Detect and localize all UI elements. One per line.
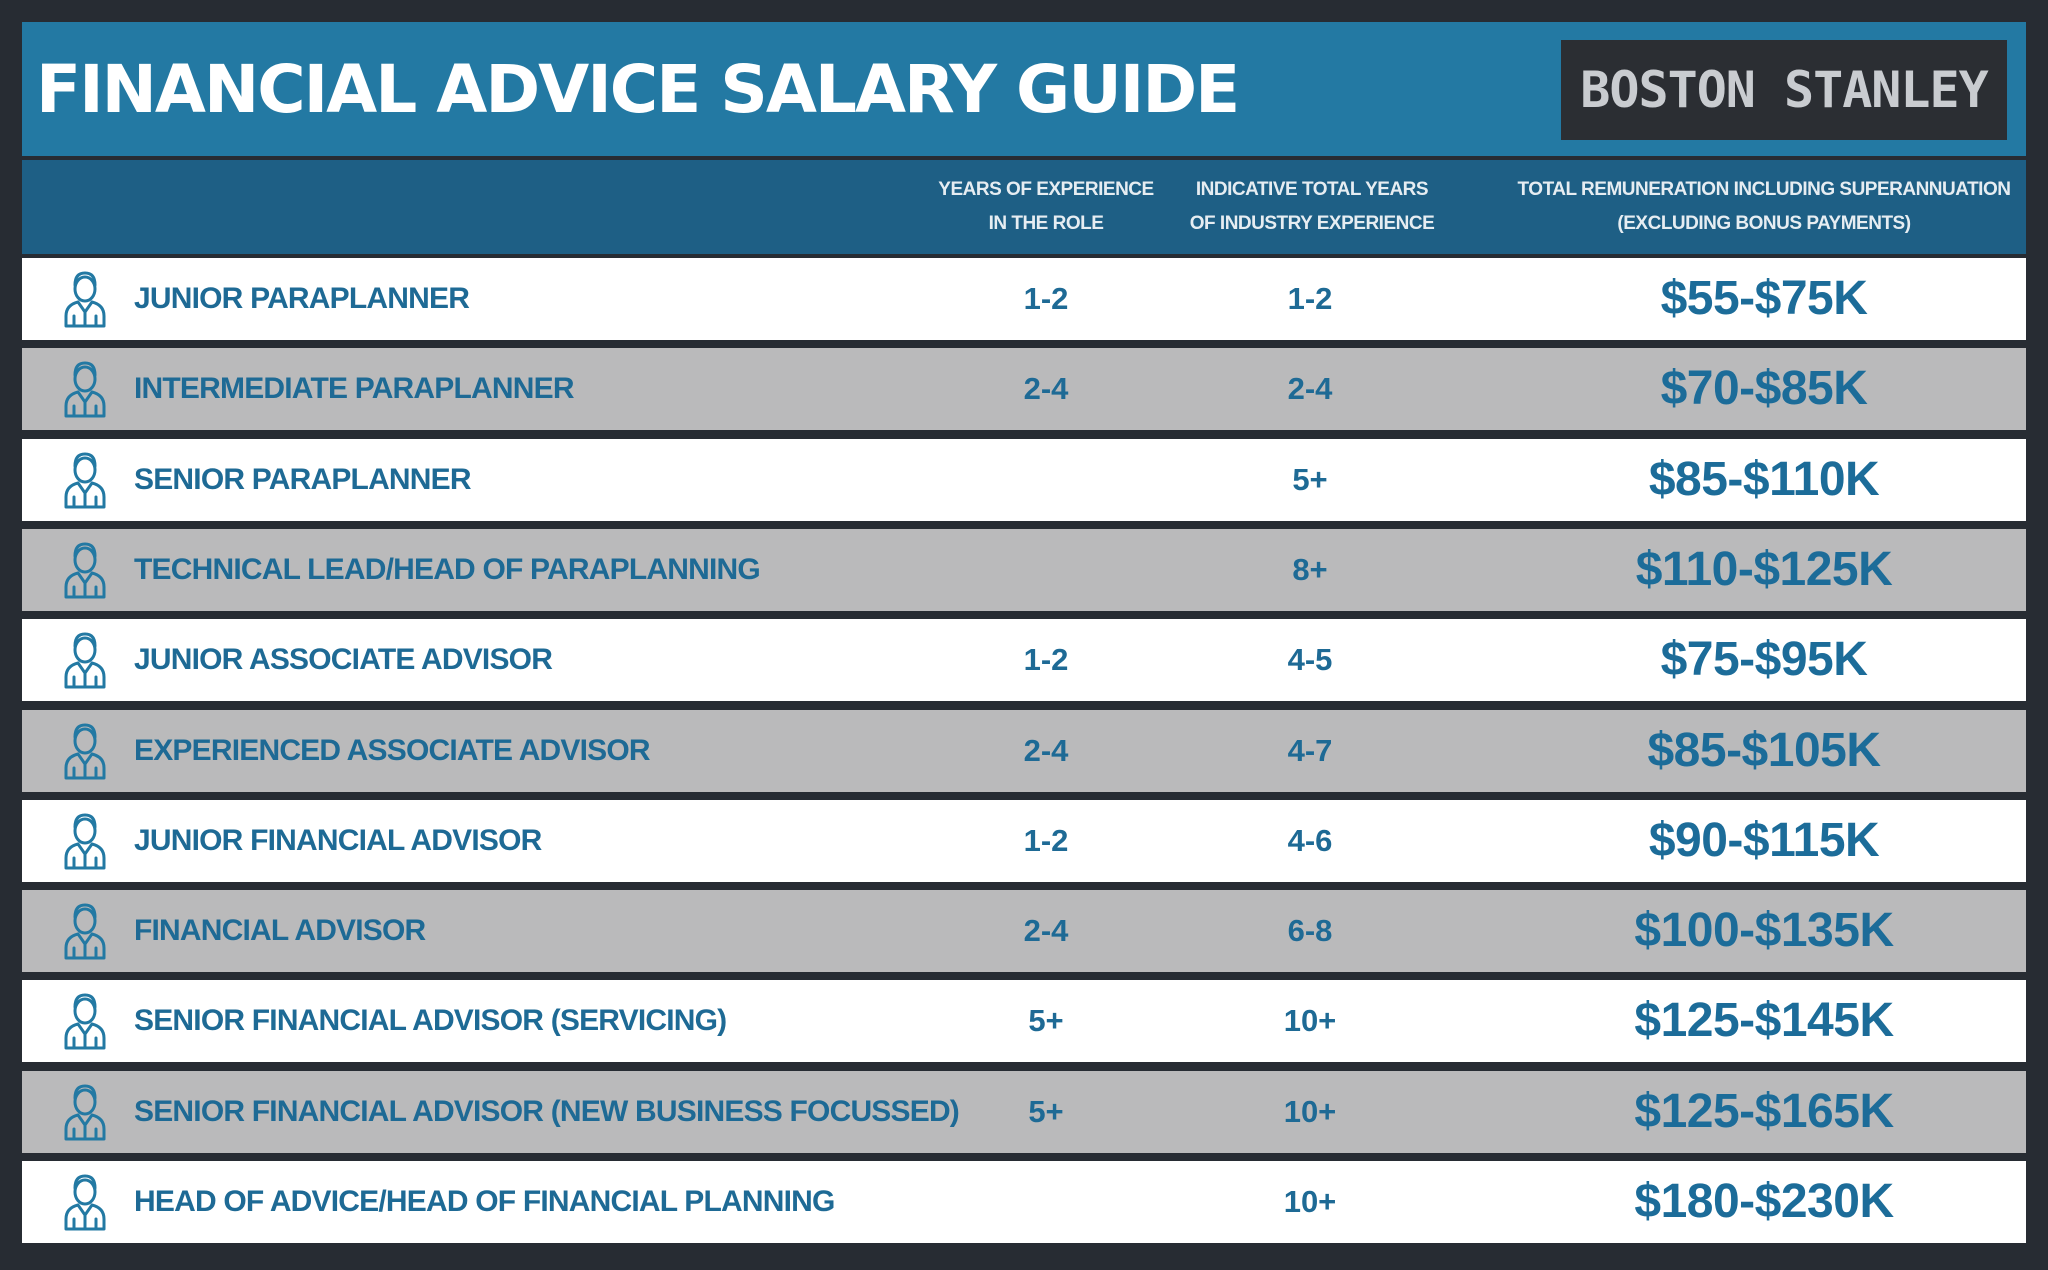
remuneration-cell: $55-$75K [1660,272,1868,325]
industry-years-cell: 10+ [1283,1184,1337,1219]
column-header-line: TOTAL REMUNERATION INCLUDING SUPERANNUAT… [1517,179,2011,200]
brand-logo-text: BOSTON STANLEY [1580,61,1988,119]
years-in-role-cell: 1-2 [1023,642,1069,677]
table-row: EXPERIENCED ASSOCIATE ADVISOR 2-4 4-7 $85-$… [22,710,2026,792]
table-row: JUNIOR FINANCIAL ADVISOR 1-2 4-6 $90-$115K [22,800,2026,882]
remuneration-cell: $85-$110K [1648,453,1880,506]
person-icon [62,270,108,328]
column-header-years-in-role: YEARS OF EXPERIENCE IN THE ROLE [918,160,1174,254]
role-title: TECHNICAL LEAD/HEAD OF PARAPLANNING [134,553,761,586]
person-icon [62,360,108,418]
column-header-remuneration: TOTAL REMUNERATION INCLUDING SUPERANNUAT… [1502,160,2026,254]
role-title: JUNIOR PARAPLANNER [134,282,470,315]
brand-logo: BOSTON STANLEY [1561,40,2007,140]
years-in-role-cell: 2-4 [1023,733,1069,768]
remuneration-cell: $100-$135K [1634,904,1894,957]
table-row: HEAD OF ADVICE/HEAD OF FINANCIAL PLANNIN… [22,1161,2026,1243]
title-banner: FINANCIAL ADVICE SALARY GUIDE BOSTON STA… [22,22,2026,156]
role-title: INTERMEDIATE PARAPLANNER [134,372,575,405]
table-row: SENIOR FINANCIAL ADVISOR (NEW BUSINESS F… [22,1071,2026,1153]
table-row: TECHNICAL LEAD/HEAD OF PARAPLANNING 8+ $11… [22,529,2026,611]
person-icon [62,1083,108,1141]
years-in-role-cell: 1-2 [1023,823,1069,858]
years-in-role-cell: 5+ [1028,1003,1064,1038]
role-title: SENIOR PARAPLANNER [134,463,472,496]
column-header-line: YEARS OF EXPERIENCE [938,179,1154,200]
industry-years-cell: 4-6 [1287,823,1333,858]
table-row: FINANCIAL ADVISOR 2-4 6-8 $100-$135K [22,890,2026,972]
table-row: SENIOR FINANCIAL ADVISOR (SERVICING) 5+ 10… [22,980,2026,1062]
role-title: JUNIOR ASSOCIATE ADVISOR [134,643,553,676]
column-header-industry-years: INDICATIVE TOTAL YEARS OF INDUSTRY EXPER… [1174,160,1450,254]
industry-years-cell: 4-5 [1287,642,1333,677]
industry-years-cell: 2-4 [1287,371,1333,406]
person-icon [62,992,108,1050]
years-in-role-cell: 1-2 [1023,281,1069,316]
table-header: YEARS OF EXPERIENCE IN THE ROLE INDICATI… [22,160,2026,254]
person-icon [62,902,108,960]
column-header-line: (EXCLUDING BONUS PAYMENTS) [1617,213,1911,234]
remuneration-cell: $75-$95K [1660,633,1868,686]
remuneration-cell: $85-$105K [1647,724,1881,777]
column-header-line: IN THE ROLE [988,213,1104,234]
person-icon [62,451,108,509]
salary-guide: FINANCIAL ADVICE SALARY GUIDE BOSTON STA… [22,22,2026,1248]
table-row: INTERMEDIATE PARAPLANNER 2-4 2-4 $70-$85K [22,348,2026,430]
remuneration-cell: $90-$115K [1648,814,1880,867]
industry-years-cell: 5+ [1292,462,1328,497]
industry-years-cell: 6-8 [1287,913,1333,948]
column-header-line: INDICATIVE TOTAL YEARS [1195,179,1429,200]
person-icon [62,812,108,870]
role-title: EXPERIENCED ASSOCIATE ADVISOR [134,734,651,767]
table-row: JUNIOR ASSOCIATE ADVISOR 1-2 4-5 $75-$95K [22,619,2026,701]
years-in-role-cell: 2-4 [1023,371,1069,406]
remuneration-cell: $70-$85K [1660,362,1868,415]
person-icon [62,631,108,689]
years-in-role-cell [988,1161,1104,1243]
role-title: JUNIOR FINANCIAL ADVISOR [134,824,542,857]
person-icon [62,1173,108,1231]
remuneration-cell: $125-$145K [1634,994,1894,1047]
years-in-role-cell [988,529,1104,611]
remuneration-cell: $125-$165K [1634,1085,1894,1138]
page-title: FINANCIAL ADVICE SALARY GUIDE [36,51,1240,128]
years-in-role-cell: 2-4 [1023,913,1069,948]
years-in-role-cell [988,439,1104,521]
industry-years-cell: 10+ [1283,1094,1337,1129]
industry-years-cell: 10+ [1283,1003,1337,1038]
table-row: SENIOR PARAPLANNER 5+ $85-$110K [22,439,2026,521]
industry-years-cell: 1-2 [1287,281,1333,316]
remuneration-cell: $110-$125K [1635,543,1893,596]
years-in-role-cell: 5+ [1028,1094,1064,1129]
column-header-line: OF INDUSTRY EXPERIENCE [1189,213,1435,234]
role-title: SENIOR FINANCIAL ADVISOR (NEW BUSINESS F… [134,1095,960,1128]
industry-years-cell: 8+ [1292,552,1328,587]
role-title: HEAD OF ADVICE/HEAD OF FINANCIAL PLANNIN… [134,1185,835,1218]
industry-years-cell: 4-7 [1287,733,1333,768]
role-title: FINANCIAL ADVISOR [134,914,426,947]
remuneration-cell: $180-$230K [1634,1175,1894,1228]
table-row: JUNIOR PARAPLANNER 1-2 1-2 $55-$75K [22,258,2026,340]
person-icon [62,722,108,780]
role-title: SENIOR FINANCIAL ADVISOR (SERVICING) [134,1004,727,1037]
person-icon [62,541,108,599]
